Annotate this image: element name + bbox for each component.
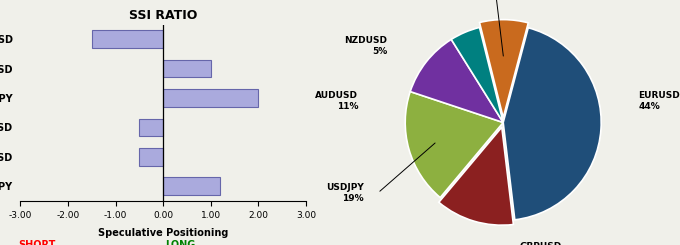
Wedge shape	[452, 27, 503, 122]
Bar	[139, 148, 163, 166]
Wedge shape	[503, 28, 601, 220]
Text: NZDUSD
5%: NZDUSD 5%	[345, 36, 388, 56]
Text: EURUSD
44%: EURUSD 44%	[639, 91, 680, 111]
Bar	[92, 30, 163, 48]
Bar	[163, 60, 211, 77]
Text: GBPUSD
13%: GBPUSD 13%	[520, 242, 562, 245]
Wedge shape	[405, 92, 503, 197]
Bar	[163, 177, 220, 195]
Text: SHORT: SHORT	[19, 240, 56, 245]
Bar	[139, 119, 163, 136]
Text: LONG: LONG	[165, 240, 195, 245]
Bar	[163, 89, 258, 107]
Wedge shape	[439, 127, 513, 225]
Text: AUDUSD
11%: AUDUSD 11%	[315, 91, 358, 111]
Text: Speculative Positioning: Speculative Positioning	[98, 228, 228, 238]
Text: USDJPY
19%: USDJPY 19%	[326, 183, 364, 203]
Wedge shape	[410, 39, 503, 122]
Title: SSI RATIO: SSI RATIO	[129, 9, 197, 22]
Wedge shape	[479, 20, 528, 118]
